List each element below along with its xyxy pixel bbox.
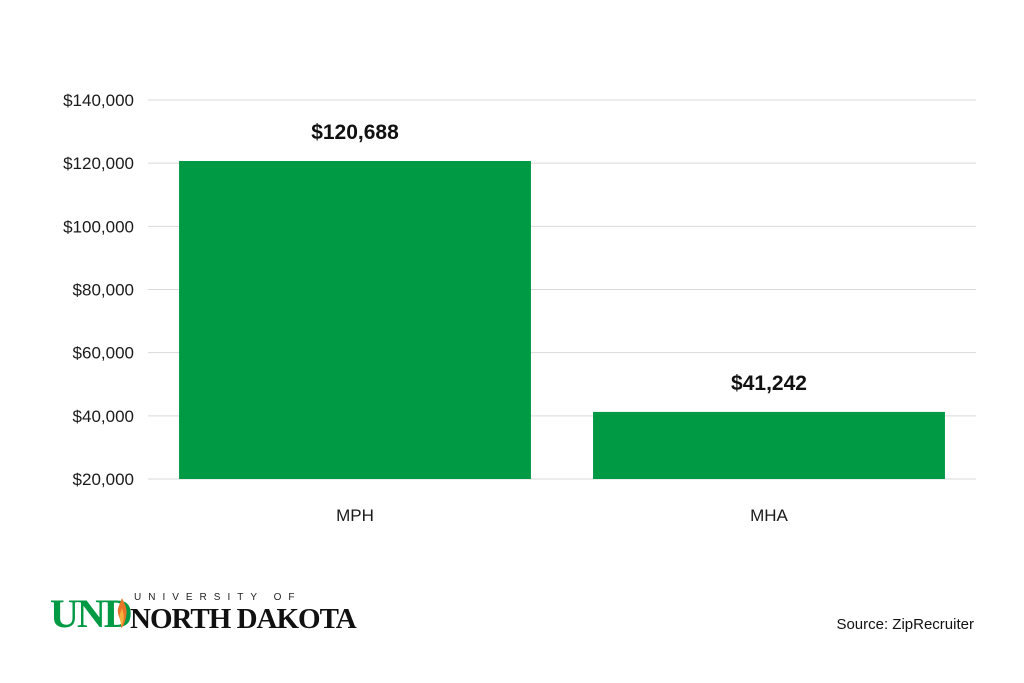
x-axis: MPH MHA — [336, 506, 788, 525]
data-label-mph: $120,688 — [311, 121, 399, 144]
bars — [179, 160, 945, 480]
y-tick-label: $120,000 — [63, 154, 134, 173]
y-tick-label: $60,000 — [73, 344, 134, 363]
source-note: Source: ZipRecruiter — [836, 616, 974, 633]
y-tick-label: $80,000 — [73, 281, 134, 300]
y-axis: $20,000 $40,000 $60,000 $80,000 $100,000 $120… — [63, 91, 134, 489]
bar-mha — [593, 411, 945, 479]
y-tick-label: $140,000 — [63, 91, 134, 110]
x-tick-label-mha: MHA — [750, 506, 788, 525]
y-tick-label: $100,000 — [63, 217, 134, 236]
bar-mph — [179, 160, 531, 480]
flame-icon — [117, 598, 127, 628]
data-label-mha: $41,242 — [731, 372, 807, 395]
data-labels: $120,688 $41,242 — [311, 121, 807, 395]
logo-north-dakota: NORTH DAKOTA — [130, 603, 357, 635]
x-tick-label-mph: MPH — [336, 506, 374, 525]
und-logo: UND UNIVERSITY OF NORTH DAKOTA — [50, 592, 357, 636]
y-tick-label: $40,000 — [73, 407, 134, 426]
logo-university-of: UNIVERSITY OF — [134, 592, 302, 603]
y-tick-label: $20,000 — [73, 470, 134, 489]
